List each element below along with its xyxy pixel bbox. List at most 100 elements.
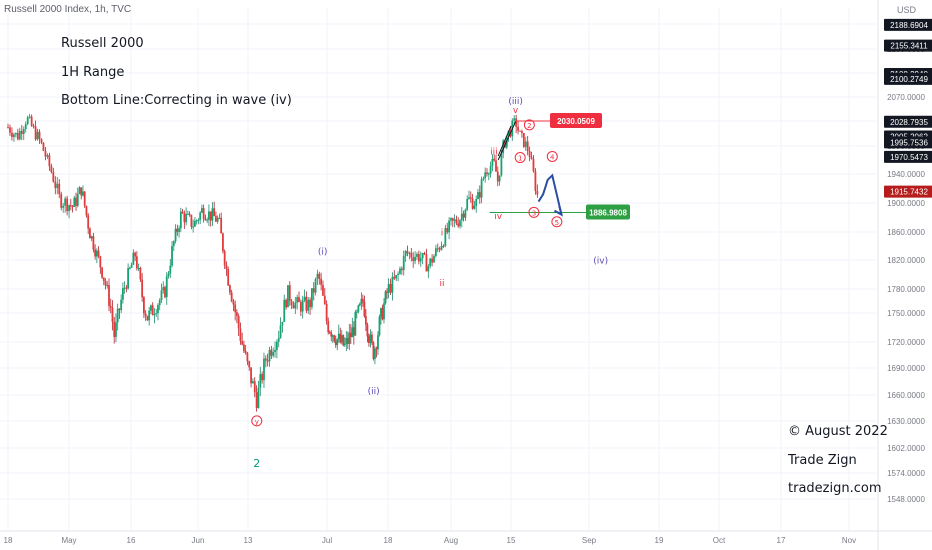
candle-body: [364, 316, 367, 325]
candle-body: [290, 300, 293, 306]
candle-body: [425, 254, 428, 272]
candle-body: [116, 308, 119, 323]
candle-body: [270, 349, 273, 356]
candle-body: [496, 171, 499, 182]
candle-body: [406, 251, 409, 254]
candle-body: [108, 284, 110, 306]
price-badge-text: 2155.3411: [890, 42, 928, 51]
candle-body: [468, 197, 470, 200]
candle-body: [92, 236, 95, 250]
price-badge: [884, 136, 932, 149]
candle-body: [222, 233, 224, 252]
candle-body: [431, 258, 433, 263]
candle-body: [404, 251, 407, 256]
candle-body: [66, 198, 69, 212]
y-tick-label: 1860.0000: [887, 228, 925, 237]
candle-body: [87, 215, 90, 229]
candle-body: [227, 269, 230, 286]
candle-body: [491, 158, 494, 167]
candle-body: [331, 335, 334, 337]
candle-body: [493, 158, 496, 161]
candle-body: [146, 315, 149, 321]
candle-body: [213, 208, 216, 217]
wave-label: ii: [439, 279, 444, 289]
candle-body: [502, 140, 505, 154]
candle-body: [337, 333, 340, 340]
candle-body: [113, 321, 116, 337]
candle-body: [229, 285, 231, 293]
candle-body: [153, 314, 156, 316]
candle-body: [457, 223, 460, 227]
candle-body: [532, 159, 535, 172]
y-tick-label: 1900.0000: [887, 199, 925, 208]
candle-body: [218, 217, 221, 219]
candle-body: [157, 305, 159, 314]
wave-label: i: [441, 229, 444, 239]
candle-body: [433, 255, 435, 263]
candle-body: [208, 211, 210, 220]
candle-body: [44, 150, 47, 157]
candle-body: [9, 127, 11, 133]
x-tick-label: Sep: [582, 536, 597, 545]
candle-body: [459, 220, 461, 227]
candle-body: [387, 284, 390, 293]
candle-body: [526, 141, 529, 152]
brand-note: Trade Zign: [788, 453, 857, 468]
candle-body: [408, 252, 411, 254]
candle-body: [521, 131, 523, 133]
price-badge-text: 1995.7536: [890, 138, 928, 147]
y-tick-label: 1602.0000: [887, 444, 925, 453]
candle-body: [287, 285, 289, 308]
candle-body: [442, 245, 445, 247]
candle-body: [215, 216, 217, 222]
candle-body: [26, 117, 29, 125]
candle-body: [234, 304, 237, 313]
candle-body: [500, 153, 503, 176]
candle-body: [34, 126, 37, 140]
candle-body: [277, 337, 280, 342]
candle-body: [534, 171, 537, 191]
candle-body: [250, 367, 252, 384]
y-tick-label: 1660.0000: [887, 391, 925, 400]
candle-body: [298, 297, 300, 303]
candle-body: [498, 175, 501, 182]
y-tick-label: 1820.0000: [887, 256, 925, 265]
y-tick-label: 1940.0000: [887, 170, 925, 179]
candle-body: [132, 252, 135, 265]
price-badge: [884, 18, 932, 31]
candle-body: [460, 213, 463, 221]
wave-label: y: [255, 418, 259, 426]
candle-body: [134, 252, 137, 257]
candle-body: [323, 295, 326, 304]
candle-body: [252, 381, 254, 384]
price-badge-text: 2100.2749: [890, 75, 928, 84]
candle-body: [11, 132, 13, 137]
candle-body: [150, 305, 152, 311]
wave-label-circle: [523, 119, 535, 131]
candle-body: [477, 192, 479, 200]
candle-body: [478, 192, 481, 198]
candle-body: [328, 332, 331, 334]
candle-body: [336, 339, 339, 346]
candle-body: [232, 301, 235, 305]
chart-title: Russell 2000: [61, 36, 144, 51]
candle-body: [211, 208, 214, 221]
candle-body: [389, 284, 392, 293]
candle-body: [444, 228, 447, 247]
candle-body: [241, 341, 244, 345]
candle-body: [155, 313, 158, 315]
impulse-line: [497, 125, 512, 157]
wave-label: 4: [550, 153, 555, 161]
candle-body: [169, 265, 172, 274]
candle-body: [395, 275, 398, 279]
candle-body: [178, 228, 180, 232]
candle-body: [334, 341, 337, 346]
price-badge: [884, 185, 932, 198]
candle-body: [128, 267, 131, 269]
candle-body: [507, 130, 510, 137]
candle-body: [246, 352, 249, 362]
candle-body: [386, 291, 388, 293]
candle-body: [402, 255, 405, 271]
candle-body: [167, 273, 170, 277]
